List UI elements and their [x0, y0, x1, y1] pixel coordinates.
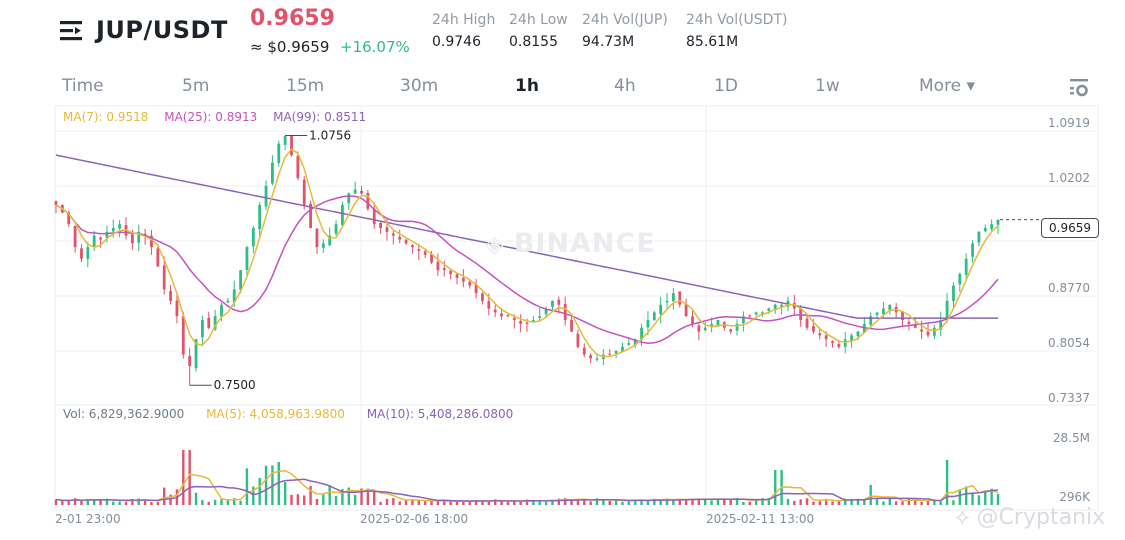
current-price-tag: 0.9659	[1041, 218, 1099, 238]
tab-30m[interactable]: 30m	[400, 76, 439, 96]
tab-more[interactable]: More ▾	[919, 76, 976, 96]
vol-ma5-legend: MA(5): 4,058,963.9800	[206, 407, 345, 421]
ma25-legend: MA(25): 0.8913	[164, 110, 258, 124]
stat-24h-high: 24h High 0.9746	[432, 12, 495, 50]
tab-15m[interactable]: 15m	[286, 76, 325, 96]
binance-logo-icon: ◈	[485, 230, 514, 258]
stat-24h-low: 24h Low 0.8155	[509, 12, 568, 50]
binance-logo-icon: ⟡	[955, 505, 970, 530]
svg-text:0.7500: 0.7500	[214, 378, 256, 392]
tab-1h[interactable]: 1h	[515, 76, 539, 96]
time-tick: 2-01 23:00	[55, 512, 121, 526]
tab-1w[interactable]: 1w	[815, 76, 840, 96]
price-tick: 0.8770	[1048, 281, 1090, 295]
tab-1d[interactable]: 1D	[714, 76, 738, 96]
volume-tick: 296K	[1059, 490, 1090, 504]
stat-24h-vol-jup: 24h Vol(JUP) 94.73M	[582, 12, 668, 50]
ma99-legend: MA(99): 0.8511	[273, 110, 367, 124]
tab-4h[interactable]: 4h	[614, 76, 636, 96]
volume-tick: 28.5M	[1052, 431, 1090, 445]
header: JUP/USDT 0.9659 ≈ $0.9659 +16.07% 24h Hi…	[0, 0, 1125, 70]
stat-label: 24h Vol(USDT)	[686, 12, 788, 28]
last-price: 0.9659	[250, 6, 335, 31]
tab-time[interactable]: Time	[62, 76, 104, 96]
tab-5m[interactable]: 5m	[182, 76, 210, 96]
approx-usd-price: ≈ $0.9659	[250, 38, 330, 56]
price-ma-legend: MA(7): 0.9518 MA(25): 0.8913 MA(99): 0.8…	[63, 110, 378, 124]
stat-label: 24h Low	[509, 12, 568, 28]
user-watermark: ⟡ @Cryptanix	[955, 505, 1105, 530]
price-tick: 1.0919	[1048, 116, 1090, 130]
price-tick: 0.8054	[1048, 336, 1090, 350]
stat-24h-vol-usdt: 24h Vol(USDT) 85.61M	[686, 12, 787, 50]
price-tick: 0.7337	[1048, 391, 1090, 405]
chart-settings-icon[interactable]	[1068, 78, 1090, 98]
binance-watermark: ◈ BINANCE	[485, 228, 656, 259]
stat-label: 24h Vol(JUP)	[582, 12, 668, 28]
menu-icon[interactable]	[60, 20, 84, 42]
stat-value: 94.73M	[582, 34, 635, 50]
stat-value: 0.9746	[432, 34, 481, 50]
volume-legend: Vol: 6,829,362.9000 MA(5): 4,058,963.980…	[63, 407, 531, 421]
vol-legend: Vol: 6,829,362.9000	[63, 407, 185, 421]
stat-value: 0.8155	[509, 34, 558, 50]
stat-label: 24h High	[432, 12, 496, 28]
watermark-text: BINANCE	[513, 228, 656, 259]
interval-tabs: Time 5m 15m 30m 1h 4h 1D 1w More ▾	[0, 76, 1125, 102]
vol-ma10-legend: MA(10): 5,408,286.0800	[366, 407, 514, 421]
pair-title[interactable]: JUP/USDT	[96, 16, 228, 44]
time-tick: 2025-02-06 18:00	[360, 512, 469, 526]
svg-text:1.0756: 1.0756	[309, 129, 351, 143]
time-tick: 2025-02-11 13:00	[706, 512, 815, 526]
stat-value: 85.61M	[686, 34, 739, 50]
watermark-user-text: @Cryptanix	[976, 505, 1106, 530]
price-tick: 1.0202	[1048, 171, 1090, 185]
ma7-legend: MA(7): 0.9518	[63, 110, 149, 124]
change-percent: +16.07%	[340, 38, 410, 56]
